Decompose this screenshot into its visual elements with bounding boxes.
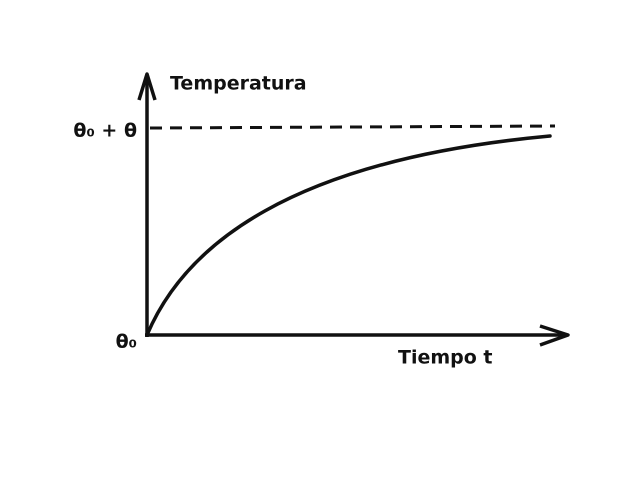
temperature-curve: [145, 134, 552, 337]
x-axis-label: Tiempo t: [398, 347, 493, 369]
x-axis-arrow: [539, 324, 570, 347]
y-axis-label: Temperatura: [170, 73, 307, 95]
y-axis-arrow: [137, 72, 157, 101]
upper-level-label: θ₀ + θ: [73, 120, 137, 142]
origin-label: θ₀: [116, 331, 137, 353]
asymptote-line: [149, 124, 556, 130]
